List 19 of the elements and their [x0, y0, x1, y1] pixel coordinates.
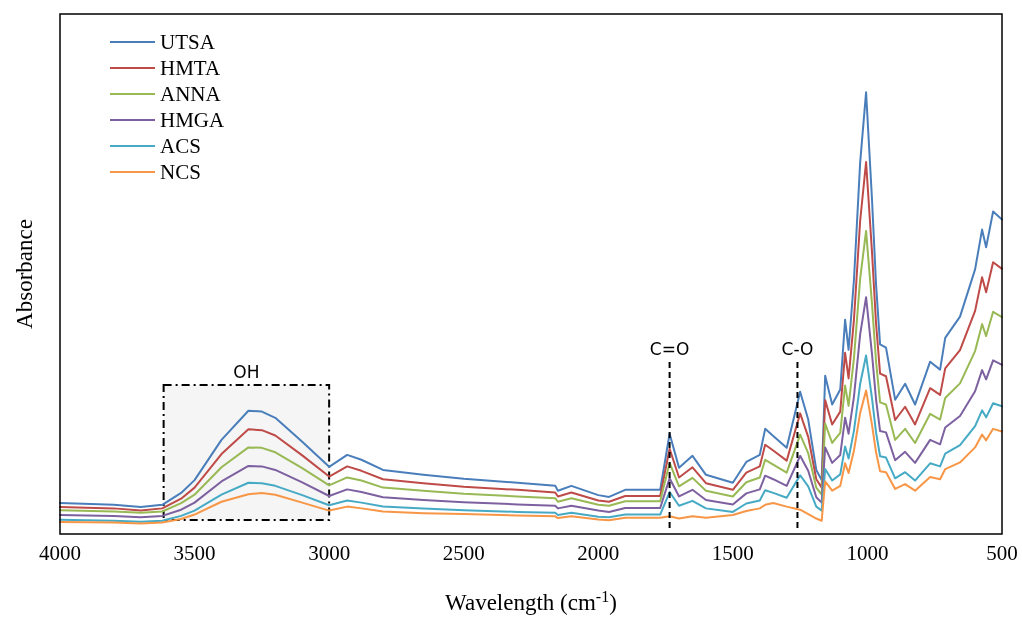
legend-label: UTSA	[160, 30, 216, 54]
legend-label: ACS	[160, 134, 201, 158]
x-tick-label: 4000	[39, 541, 81, 565]
ref-line-label: C-O	[781, 339, 814, 359]
x-tick-label: 500	[986, 541, 1018, 565]
x-tick-label: 1000	[846, 541, 889, 565]
legend-label: ANNA	[160, 82, 222, 106]
x-tick-label: 3000	[308, 541, 351, 565]
y-axis-title: Absorbance	[12, 219, 37, 329]
x-tick-label: 3500	[173, 541, 216, 565]
ref-line-label: C=O	[649, 339, 690, 359]
legend-label: HMTA	[160, 56, 221, 80]
x-axis-title: Wavelength (cm$^{-1}$)	[445, 587, 617, 615]
x-tick-label: 1500	[711, 541, 754, 565]
legend-label: HMGA	[160, 108, 225, 132]
x-tick-label: 2000	[577, 541, 620, 565]
band-label: OH	[233, 362, 260, 382]
x-tick-label: 2500	[442, 541, 485, 565]
legend-label: NCS	[160, 160, 201, 184]
